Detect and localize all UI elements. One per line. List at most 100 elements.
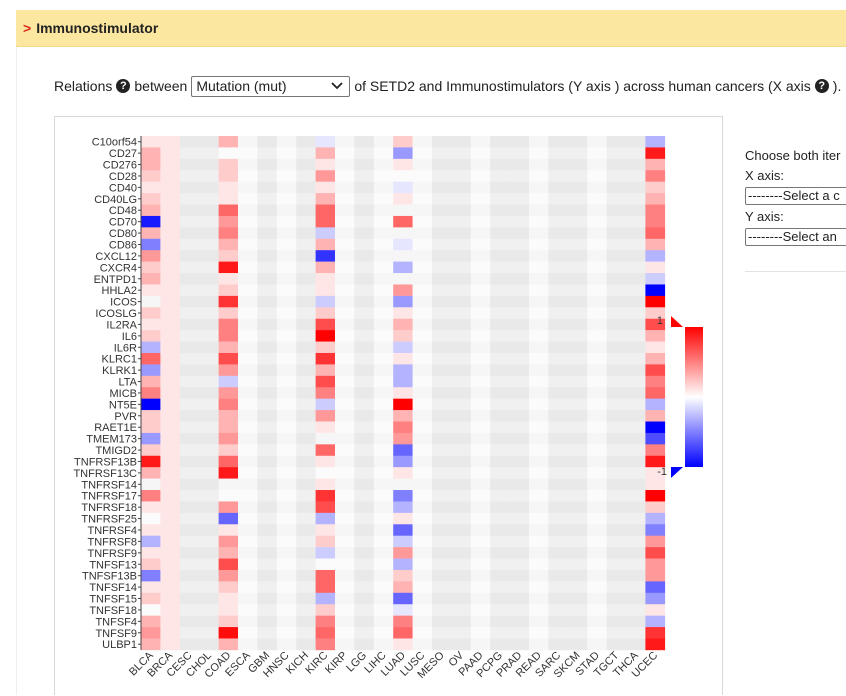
heatmap-cell[interactable] [606, 284, 627, 297]
heatmap-cell[interactable] [296, 204, 316, 217]
heatmap-cell[interactable] [238, 490, 258, 502]
heatmap-cell[interactable] [199, 478, 219, 491]
heatmap-cell[interactable] [257, 295, 278, 308]
heatmap-cell[interactable] [490, 170, 510, 182]
heatmap-cell[interactable] [626, 330, 646, 342]
heatmap-cell[interactable] [451, 375, 472, 388]
heatmap-cell[interactable] [179, 478, 200, 491]
heatmap-cell[interactable] [315, 318, 336, 331]
heatmap-cell[interactable] [529, 592, 549, 605]
heatmap-cell[interactable] [548, 478, 569, 491]
heatmap-cell[interactable] [645, 170, 666, 182]
heatmap-cell[interactable] [626, 455, 646, 468]
heatmap-cell[interactable] [412, 478, 433, 491]
heatmap-cell[interactable] [335, 375, 355, 388]
heatmap-cell[interactable] [141, 352, 161, 365]
heatmap-cell[interactable] [315, 147, 336, 160]
heatmap-cell[interactable] [141, 421, 161, 434]
heatmap-cell[interactable] [626, 421, 646, 434]
heatmap-cell[interactable] [470, 364, 491, 377]
heatmap-cell[interactable] [509, 547, 530, 559]
heatmap-cell[interactable] [509, 627, 530, 639]
heatmap-cell[interactable] [373, 592, 394, 605]
heatmap-cell[interactable] [276, 558, 297, 571]
heatmap-cell[interactable] [548, 627, 569, 639]
heatmap-cell[interactable] [645, 158, 666, 171]
heatmap-cell[interactable] [548, 421, 569, 434]
heatmap-cell[interactable] [509, 318, 530, 331]
heatmap-cell[interactable] [354, 478, 375, 491]
heatmap-cell[interactable] [412, 444, 433, 457]
heatmap-cell[interactable] [141, 547, 161, 559]
heatmap-cell[interactable] [160, 136, 181, 148]
heatmap-cell[interactable] [606, 307, 627, 320]
heatmap-cell[interactable] [179, 158, 200, 171]
heatmap-cell[interactable] [354, 581, 375, 594]
heatmap-cell[interactable] [432, 307, 452, 320]
heatmap-cell[interactable] [179, 284, 200, 297]
heatmap-cell[interactable] [509, 501, 530, 514]
heatmap-cell[interactable] [567, 410, 588, 422]
section-header[interactable]: > Immunostimulator [16, 10, 846, 47]
heatmap-cell[interactable] [412, 490, 433, 502]
heatmap-cell[interactable] [296, 330, 316, 342]
heatmap-cell[interactable] [529, 136, 549, 148]
heatmap-cell[interactable] [335, 398, 355, 411]
heatmap-cell[interactable] [315, 535, 336, 548]
heatmap-cell[interactable] [509, 341, 530, 354]
heatmap-cell[interactable] [393, 147, 413, 160]
heatmap-cell[interactable] [199, 410, 219, 422]
heatmap-cell[interactable] [354, 364, 375, 377]
heatmap-cell[interactable] [509, 615, 530, 628]
heatmap-cell[interactable] [490, 512, 510, 525]
heatmap-cell[interactable] [141, 592, 161, 605]
heatmap-cell[interactable] [315, 204, 336, 217]
heatmap-cell[interactable] [567, 558, 588, 571]
heatmap-cell[interactable] [451, 181, 472, 194]
question-circle-icon[interactable]: ? [814, 79, 829, 93]
heatmap-cell[interactable] [606, 341, 627, 354]
heatmap-cell[interactable] [451, 227, 472, 240]
heatmap-cell[interactable] [626, 501, 646, 514]
heatmap-cell[interactable] [373, 250, 394, 262]
heatmap-cell[interactable] [373, 227, 394, 240]
heatmap-cell[interactable] [238, 512, 258, 525]
heatmap-cell[interactable] [451, 569, 472, 582]
heatmap-cell[interactable] [354, 398, 375, 411]
heatmap-cell[interactable] [509, 273, 530, 285]
heatmap-cell[interactable] [141, 569, 161, 582]
heatmap-cell[interactable] [199, 330, 219, 342]
heatmap-cell[interactable] [606, 250, 627, 262]
heatmap-cell[interactable] [587, 558, 607, 571]
heatmap-cell[interactable] [548, 181, 569, 194]
heatmap-cell[interactable] [199, 387, 219, 399]
heatmap-cell[interactable] [354, 250, 375, 262]
heatmap-cell[interactable] [393, 250, 413, 262]
heatmap-cell[interactable] [626, 410, 646, 422]
heatmap-cell[interactable] [276, 261, 297, 274]
heatmap-cell[interactable] [315, 627, 336, 639]
heatmap-cell[interactable] [470, 410, 491, 422]
heatmap-cell[interactable] [412, 421, 433, 434]
heatmap-cell[interactable] [257, 330, 278, 342]
heatmap-cell[interactable] [412, 467, 433, 479]
heatmap-cell[interactable] [315, 512, 336, 525]
heatmap-cell[interactable] [276, 227, 297, 240]
heatmap-cell[interactable] [257, 615, 278, 628]
heatmap-cell[interactable] [179, 490, 200, 502]
heatmap-cell[interactable] [645, 455, 666, 468]
heatmap-cell[interactable] [393, 341, 413, 354]
heatmap-cell[interactable] [315, 250, 336, 262]
heatmap-cell[interactable] [490, 238, 510, 251]
heatmap-cell[interactable] [490, 295, 510, 308]
heatmap-cell[interactable] [257, 604, 278, 616]
heatmap-cell[interactable] [567, 387, 588, 399]
heatmap-cell[interactable] [199, 490, 219, 502]
heatmap-cell[interactable] [645, 387, 666, 399]
heatmap-cell[interactable] [432, 604, 452, 616]
heatmap-cell[interactable] [354, 227, 375, 240]
heatmap-cell[interactable] [645, 215, 666, 228]
heatmap-cell[interactable] [257, 318, 278, 331]
heatmap-cell[interactable] [412, 558, 433, 571]
heatmap-cell[interactable] [470, 478, 491, 491]
